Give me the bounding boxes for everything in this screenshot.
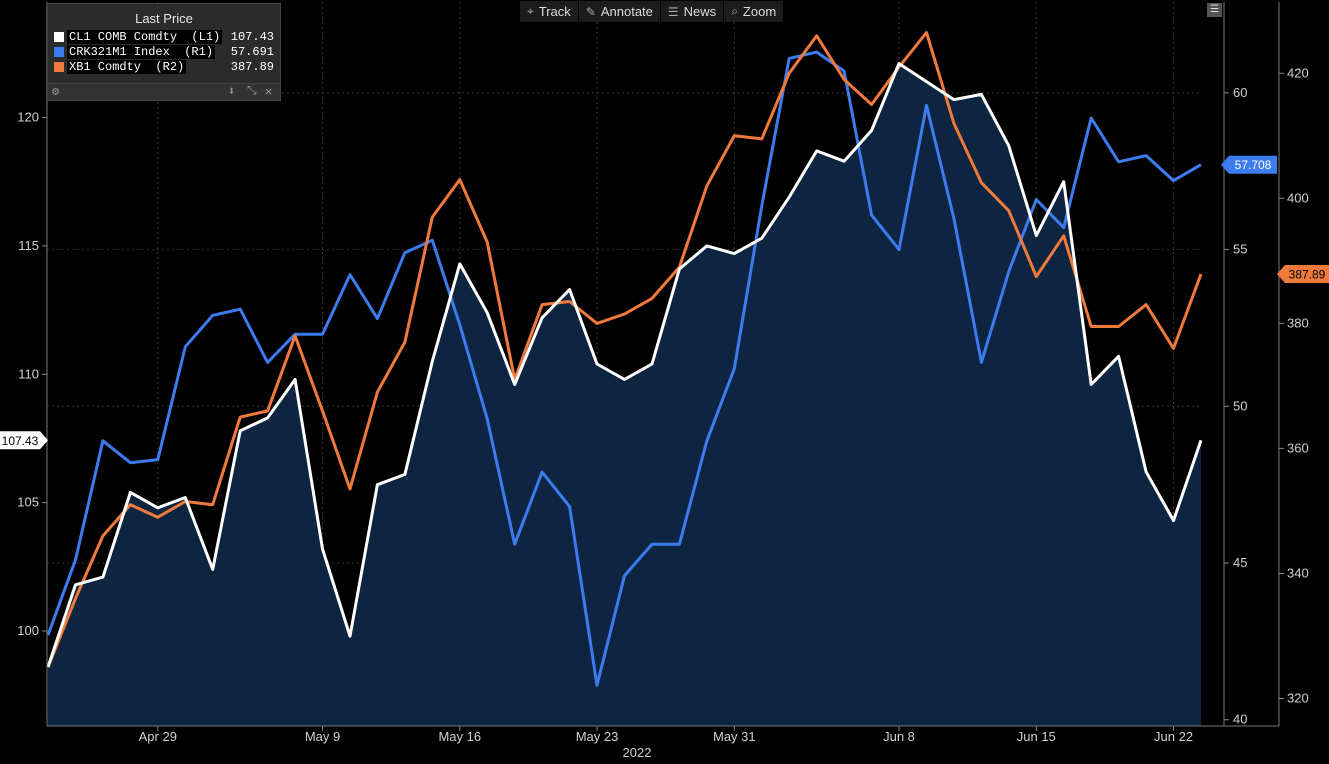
zoom-icon: ⌕ xyxy=(731,4,738,18)
r1-tick-label: 40 xyxy=(1233,712,1247,727)
left-tick-label: 100 xyxy=(17,623,39,638)
x-tick-label: Jun 15 xyxy=(1017,729,1056,744)
annotate-button[interactable]: ✎ Annotate xyxy=(578,1,660,22)
x-tick-label: May 31 xyxy=(713,729,756,744)
zoom-button[interactable]: ⌕ Zoom xyxy=(724,1,784,22)
r2-tick-label: 420 xyxy=(1287,65,1309,80)
last-tag-cl1 xyxy=(0,431,48,450)
series-lines xyxy=(46,31,1203,687)
legend-row-xb1[interactable]: XB1 Comdty (R2) 387.89 xyxy=(54,59,274,74)
legend-name-crk: CRK321M1 Index (R1) xyxy=(67,44,216,59)
series-line-2 xyxy=(46,31,1203,668)
x-tick-label: May 9 xyxy=(305,729,340,744)
x-tick-label: Jun 22 xyxy=(1154,729,1193,744)
last-tag-xb1-text: 387.89 xyxy=(1289,268,1326,282)
pencil-icon: ✎ xyxy=(585,4,596,19)
series-line-1 xyxy=(46,50,1202,687)
legend-toolbar: ⚙ ⬇ ⤡ ✕ xyxy=(48,83,280,100)
crosshair-icon: ⌖ xyxy=(527,4,534,18)
last-tag-crk xyxy=(1221,155,1277,174)
r1-tick-label: 45 xyxy=(1233,555,1247,570)
left-tick-label: 115 xyxy=(18,238,39,253)
x-tick-label: May 16 xyxy=(438,729,481,744)
r2-tick-label: 380 xyxy=(1287,315,1309,330)
last-value-tags: 107.43 57.708 387.89 xyxy=(0,155,1329,450)
x-tick-label: Apr 29 xyxy=(139,729,177,744)
legend-value-cl1: 107.43 xyxy=(230,29,274,44)
r2-tick-label: 340 xyxy=(1287,565,1309,580)
series-area-0 xyxy=(48,63,1201,727)
x-tick-label: May 23 xyxy=(576,729,619,744)
left-tick-label: 120 xyxy=(17,110,39,125)
left-tick-label: 105 xyxy=(17,495,39,510)
r2-tick-label: 360 xyxy=(1287,440,1309,455)
axes: Apr 29 May 9 May 16 May 23 May 31 Jun 8 Jun 15… xyxy=(17,2,1309,760)
collapse-icon[interactable]: ⤡ xyxy=(247,84,257,98)
news-button[interactable]: ☰ News xyxy=(660,1,724,22)
r1-tick-label: 55 xyxy=(1233,242,1247,257)
last-tag-cl1-text: 107.43 xyxy=(2,434,39,448)
series-line-0 xyxy=(46,62,1203,668)
track-button[interactable]: ⌖ Track xyxy=(520,1,578,22)
left-tick-label: 110 xyxy=(18,366,39,381)
gear-icon[interactable]: ⚙ xyxy=(52,85,60,99)
legend-row-cl1[interactable]: CL1 COMB Comdty (L1) 107.43 xyxy=(54,29,274,44)
pin-icon[interactable]: ⬇ xyxy=(228,85,236,99)
menu-icon: ☰ xyxy=(1210,4,1219,15)
x-year-label: 2022 xyxy=(623,745,652,760)
legend-swatch-cl1 xyxy=(54,31,64,42)
legend-swatch-crk xyxy=(54,46,64,57)
legend-name-xb1: XB1 Comdty (R2) xyxy=(67,59,187,74)
r1-tick-label: 50 xyxy=(1233,398,1247,413)
chart-toolbar: ⌖ Track ✎ Annotate ☰ News ⌕ Zoom xyxy=(520,1,784,22)
r2-tick-label: 320 xyxy=(1287,690,1309,705)
close-icon[interactable]: ✕ xyxy=(265,85,273,99)
news-icon: ☰ xyxy=(667,4,679,19)
legend-name-cl1: CL1 COMB Comdty (L1) xyxy=(67,29,223,44)
last-tag-xb1 xyxy=(1277,265,1329,284)
r1-tick-label: 60 xyxy=(1233,85,1247,100)
legend-row-crk[interactable]: CRK321M1 Index (R1) 57.691 xyxy=(54,44,274,59)
cl1-area xyxy=(48,63,1201,727)
r2-tick-label: 400 xyxy=(1287,190,1309,205)
legend-value-crk: 57.691 xyxy=(230,44,274,59)
last-tag-crk-text: 57.708 xyxy=(1235,158,1272,172)
legend-value-xb1: 387.89 xyxy=(230,59,274,74)
legend-panel: Last Price CL1 COMB Comdty (L1) 107.43 C… xyxy=(47,3,281,101)
chart-menu-button[interactable]: ☰ xyxy=(1207,3,1222,17)
x-tick-label: Jun 8 xyxy=(883,729,915,744)
legend-swatch-xb1 xyxy=(54,61,64,72)
legend-title: Last Price xyxy=(135,11,193,26)
